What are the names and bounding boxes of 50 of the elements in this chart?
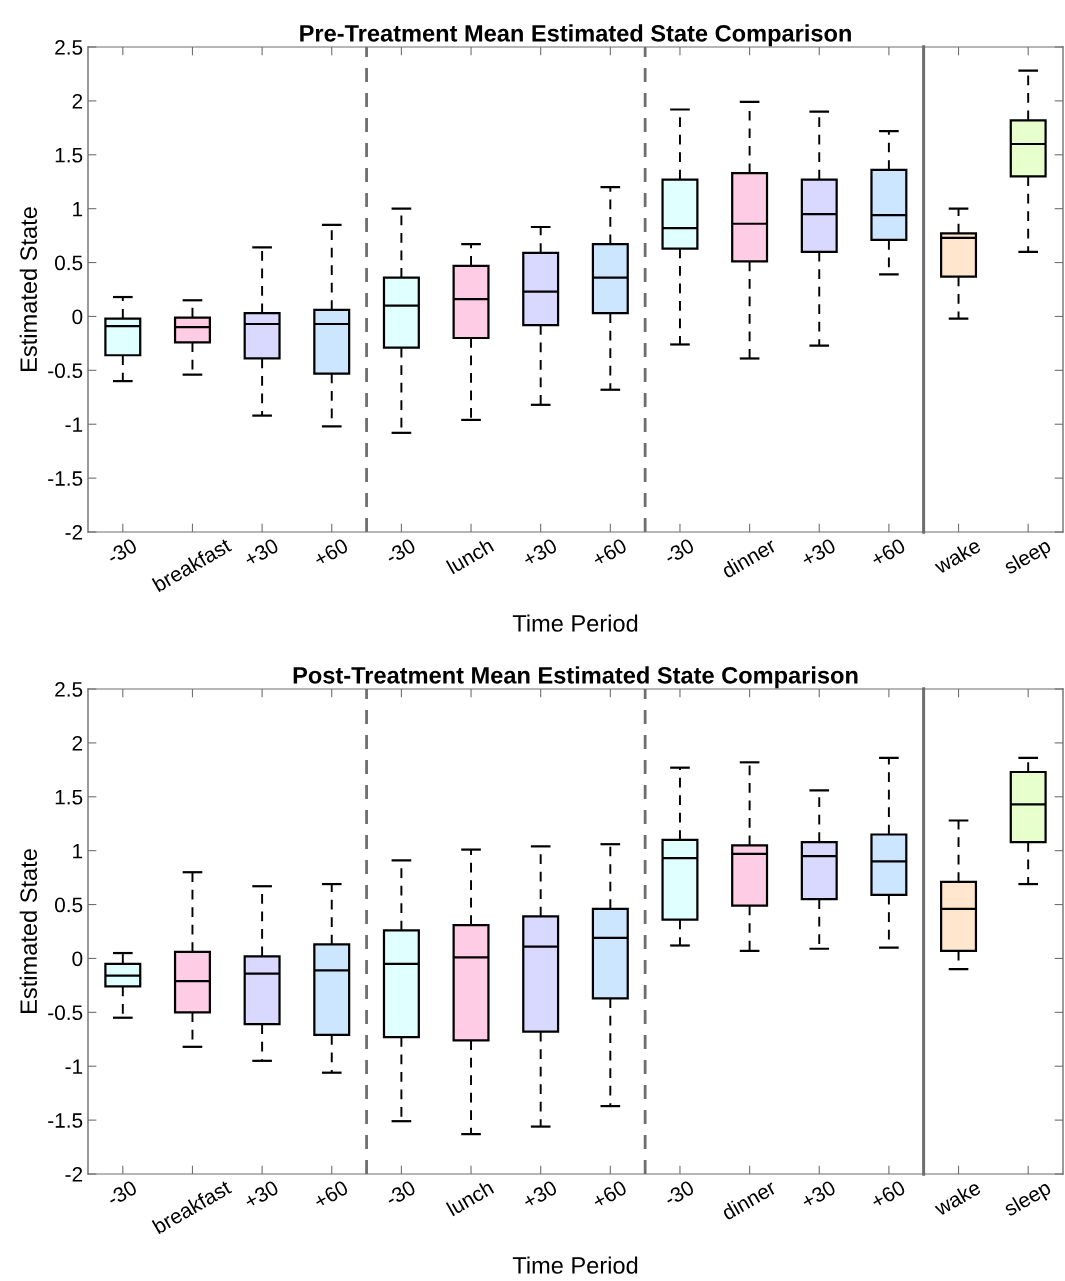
chart-title: Post-Treatment Mean Estimated State Comparison — [293, 666, 858, 689]
y-tick-label: 1.5 — [55, 789, 83, 805]
x-tick-label: +60 — [312, 1179, 350, 1210]
y-tick-label: -1 — [65, 417, 83, 432]
chart-title: Pre-Treatment Mean Estimated State Comparison — [300, 24, 851, 47]
y-axis-title: Estimated State — [19, 207, 38, 371]
y-tick-label: -1 — [65, 1059, 83, 1074]
y-tick-label: 2.5 — [55, 682, 83, 697]
y-tick-label: 2 — [72, 93, 83, 109]
y-tick-label: 0 — [72, 309, 83, 325]
y-tick-label: -1.5 — [48, 471, 83, 486]
x-tick-label: -30 — [106, 1179, 138, 1207]
x-tick-label: wake — [932, 537, 982, 575]
x-tick-label: -30 — [663, 1179, 696, 1207]
y-axis-title: Estimated State — [19, 849, 38, 1013]
y-tick-label: 0 — [72, 951, 83, 967]
x-tick-label: -30 — [384, 537, 417, 565]
y-tick-label: 1 — [73, 843, 83, 859]
y-tick-label: 2 — [72, 735, 83, 751]
x-axis-title: Time Period — [512, 1256, 638, 1274]
y-tick-label: 0.5 — [54, 255, 83, 271]
x-tick-label: +30 — [521, 537, 559, 568]
x-tick-label: +60 — [591, 1179, 628, 1210]
y-tick-label: -2 — [65, 1167, 83, 1182]
x-tick-label: +60 — [869, 537, 907, 568]
x-tick-label: -30 — [384, 1179, 417, 1207]
y-tick-label: -0.5 — [48, 363, 83, 379]
y-tick-label: 1 — [73, 201, 83, 217]
x-tick-label: -30 — [663, 537, 696, 565]
x-tick-label: sleep — [1002, 537, 1054, 579]
y-tick-label: -0.5 — [48, 1005, 83, 1021]
x-tick-label: lunch — [445, 1179, 495, 1217]
y-tick-label: 2.5 — [55, 40, 83, 55]
x-tick-label: -30 — [106, 537, 138, 565]
y-tick-label: -1.5 — [48, 1113, 83, 1128]
x-tick-label: +60 — [312, 537, 350, 568]
x-axis-title: Time Period — [512, 614, 638, 632]
x-tick-label: lunch — [445, 537, 495, 575]
y-tick-label: 1.5 — [55, 147, 83, 163]
y-tick-label: 0.5 — [54, 897, 83, 913]
x-tick-label: +30 — [800, 537, 837, 568]
x-tick-label: +30 — [521, 1179, 559, 1210]
x-tick-label: +30 — [243, 1179, 280, 1210]
x-tick-label: +30 — [800, 1179, 837, 1210]
x-tick-label: sleep — [1002, 1179, 1054, 1221]
y-tick-label: -2 — [65, 525, 83, 540]
x-tick-label: wake — [932, 1179, 982, 1217]
x-tick-label: +60 — [591, 537, 628, 568]
x-tick-label: +60 — [869, 1179, 907, 1210]
x-tick-label: +30 — [243, 537, 280, 568]
